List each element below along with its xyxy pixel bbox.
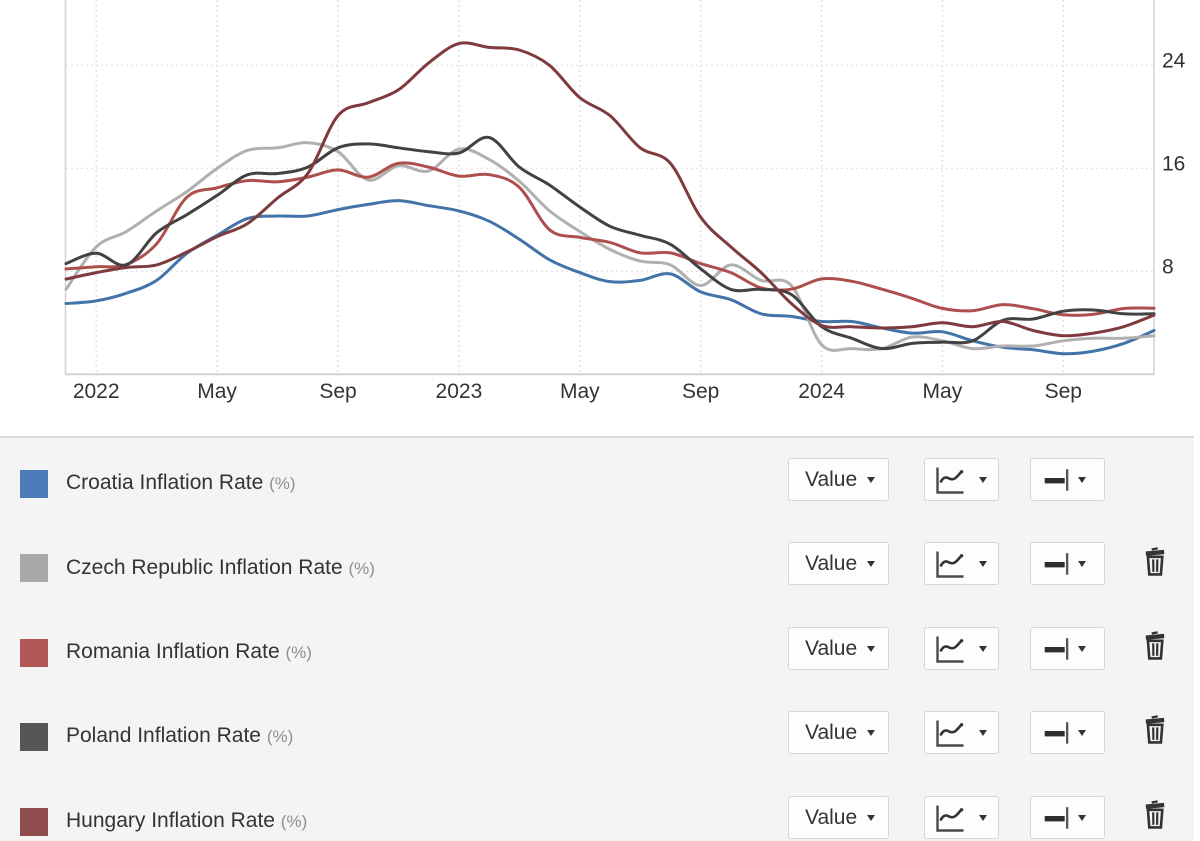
svg-text:May: May [560, 380, 600, 403]
svg-text:2022: 2022 [73, 380, 120, 403]
svg-text:24: 24 [1162, 49, 1186, 72]
svg-text:Sep: Sep [682, 380, 719, 403]
svg-text:16: 16 [1162, 152, 1185, 175]
svg-text:2024: 2024 [798, 380, 845, 403]
svg-text:Sep: Sep [319, 380, 356, 403]
svg-text:May: May [923, 380, 963, 403]
svg-text:2023: 2023 [436, 380, 483, 403]
svg-text:8: 8 [1162, 255, 1174, 278]
svg-text:Sep: Sep [1045, 380, 1082, 403]
svg-text:May: May [197, 380, 237, 403]
